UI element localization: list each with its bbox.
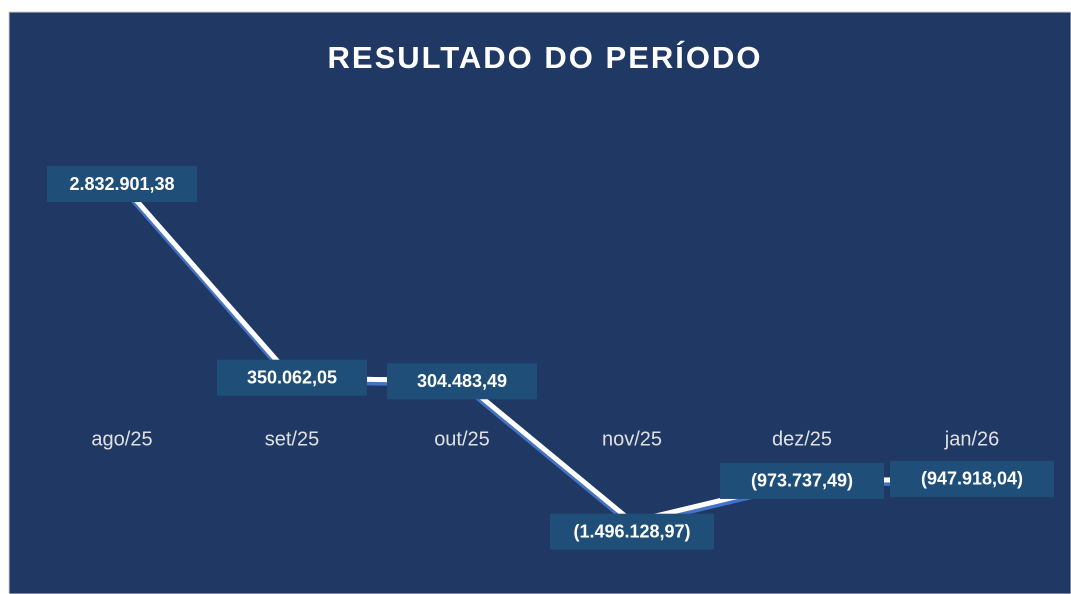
chart-title: RESULTADO DO PERÍODO — [328, 40, 763, 75]
value-label: 2.832.901,38 — [69, 174, 174, 194]
value-label-box — [47, 166, 197, 203]
x-tick-label: out/25 — [434, 428, 490, 450]
value-label-box — [720, 462, 884, 499]
value-label: (973.737,49) — [751, 471, 853, 491]
value-label: 304.483,49 — [417, 371, 507, 391]
value-label-box — [217, 359, 367, 396]
x-tick-label: ago/25 — [91, 428, 152, 450]
x-tick-label: set/25 — [265, 428, 319, 450]
value-label-box — [387, 363, 537, 400]
value-label-box — [890, 460, 1054, 497]
x-tick-label: dez/25 — [772, 428, 832, 450]
value-label: 350.062,05 — [247, 367, 337, 387]
x-tick-label: nov/25 — [602, 428, 662, 450]
value-label-box — [550, 513, 714, 550]
chart-background — [8, 11, 1071, 594]
x-tick-label: jan/26 — [944, 428, 1000, 450]
value-label: (947.918,04) — [921, 469, 1023, 489]
value-label: (1.496.128,97) — [573, 521, 690, 541]
